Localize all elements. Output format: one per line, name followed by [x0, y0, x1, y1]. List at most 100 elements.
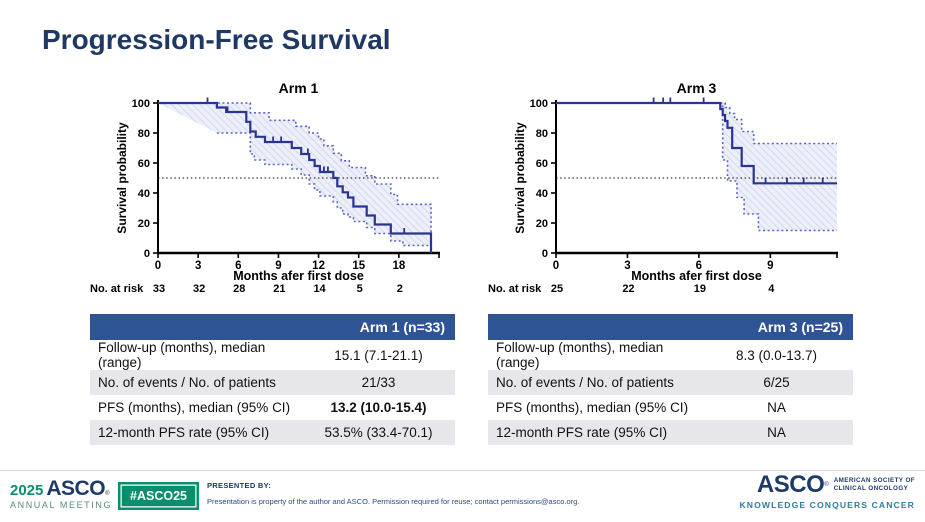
svg-text:0: 0: [553, 260, 559, 272]
arm3-header-cell: Arm 3 (n=25): [700, 314, 853, 340]
arm3-results-table: Arm 3 (n=25) Follow-up (months), median …: [488, 314, 853, 445]
chart-title: Arm 1: [279, 80, 319, 96]
row-value: 6/25: [700, 370, 853, 395]
asco-society-line1: AMERICAN SOCIETY OF: [833, 476, 915, 484]
svg-text:80: 80: [138, 128, 150, 140]
footer-divider: [0, 470, 925, 471]
row-label: 12-month PFS rate (95% CI): [488, 420, 700, 445]
row-value: NA: [767, 400, 786, 415]
asco-logo-text: ASCO: [756, 471, 825, 498]
svg-text:100: 100: [530, 98, 548, 110]
at-risk-count: 4: [768, 283, 775, 295]
ci-lower-line: [720, 102, 837, 232]
svg-text:100: 100: [132, 98, 150, 110]
ci-band: [720, 103, 837, 231]
at-risk-count: 28: [233, 283, 245, 295]
meeting-year: 2025: [10, 482, 44, 499]
km-chart-svg: 0 20 40 60 80 100 0 25 3 22 6 19 9 4 Arm 3 Months afer …: [488, 80, 838, 295]
svg-text:60: 60: [536, 158, 548, 170]
table-header-row: Arm 1 (n=33): [90, 314, 455, 340]
asco-tagline: KNOWLEDGE CONQUERS CANCER: [739, 500, 915, 510]
svg-text:20: 20: [536, 218, 548, 230]
at-risk-count: 14: [313, 283, 326, 295]
at-risk-count: 2: [397, 283, 403, 295]
y-axis-label: Survival probability: [513, 122, 527, 234]
row-value: 15.1 (7.1-21.1): [334, 347, 423, 363]
meeting-org: ASCO: [46, 477, 106, 500]
ci-upper-line: [158, 102, 432, 246]
at-risk-count: 25: [551, 283, 563, 295]
svg-text:20: 20: [138, 218, 150, 230]
survival-curve: [158, 101, 433, 253]
table-header-row: Arm 3 (n=25): [488, 314, 853, 340]
row-label: PFS (months), median (95% CI): [98, 400, 291, 415]
table-row: No. of events / No. of patients 21/33: [90, 370, 455, 395]
at-risk-count: 21: [273, 283, 285, 295]
row-label: Follow-up (months), median (range): [98, 340, 266, 370]
svg-text:40: 40: [536, 188, 548, 200]
table-row: PFS (months), median (95% CI) NA: [488, 395, 853, 420]
svg-text:12: 12: [312, 260, 325, 272]
row-value: 21/33: [302, 370, 455, 395]
y-axis-label: Survival probability: [115, 122, 129, 234]
svg-text:60: 60: [138, 158, 150, 170]
header-spacer-cell: [488, 314, 700, 340]
row-label: PFS (months), median (95% CI): [496, 400, 689, 415]
svg-text:15: 15: [352, 260, 365, 272]
arm1-header-cell: Arm 1 (n=33): [302, 314, 455, 340]
page-title: Progression-Free Survival: [42, 24, 391, 55]
presented-by-block: PRESENTED BY: Presentation is property o…: [207, 481, 579, 506]
row-value: 53.5% (33.4-70.1): [302, 420, 455, 445]
svg-text:6: 6: [696, 260, 702, 272]
table-row: 12-month PFS rate (95% CI) 53.5% (33.4-7…: [90, 420, 455, 445]
at-risk-label: No. at risk: [90, 283, 144, 295]
svg-text:0: 0: [144, 248, 150, 260]
table-row: Follow-up (months), median (range) 8.3 (…: [488, 340, 853, 370]
row-label: 12-month PFS rate (95% CI): [90, 420, 302, 445]
at-risk-count: 22: [622, 283, 634, 295]
row-value: 8.3 (0.0-13.7): [735, 347, 818, 363]
ci-band: [158, 103, 431, 246]
survival-curve: [556, 101, 837, 185]
row-label: No. of events / No. of patients: [488, 370, 700, 395]
registered-mark-icon: ®: [105, 491, 110, 497]
at-risk-count: 5: [357, 283, 363, 295]
svg-text:9: 9: [767, 260, 773, 272]
ci-lower-line: [216, 132, 431, 247]
arm1-results-table: Arm 1 (n=33) Follow-up (months), median …: [90, 314, 455, 445]
at-risk-count: 32: [193, 283, 205, 295]
row-label: Follow-up (months), median (range): [496, 340, 664, 370]
header-spacer-cell: [90, 314, 302, 340]
chart-title: Arm 3: [677, 80, 717, 96]
table-row: No. of events / No. of patients 6/25: [488, 370, 853, 395]
presented-by-label: PRESENTED BY:: [207, 481, 272, 490]
meeting-name: ANNUAL MEETING: [10, 500, 113, 510]
svg-text:0: 0: [542, 248, 548, 260]
at-risk-label: No. at risk: [488, 283, 542, 295]
asco-annual-meeting-logo: 2025 ASCO ® ANNUAL MEETING: [10, 478, 112, 510]
svg-text:3: 3: [624, 260, 630, 272]
svg-text:40: 40: [138, 188, 150, 200]
hashtag-badge: #ASCO25: [118, 482, 199, 510]
row-value: 13.2 (10.0-15.4): [330, 400, 427, 415]
table-row: 12-month PFS rate (95% CI) NA: [488, 420, 853, 445]
svg-text:9: 9: [275, 260, 281, 272]
svg-text:18: 18: [392, 260, 405, 272]
at-risk-count: 19: [694, 283, 706, 295]
row-value: NA: [700, 420, 853, 445]
asco-society-line2: CLINICAL ONCOLOGY: [833, 485, 909, 492]
at-risk-count: 33: [153, 283, 165, 295]
row-label: No. of events / No. of patients: [90, 370, 302, 395]
disclaimer-text: Presentation is property of the author a…: [207, 497, 580, 506]
svg-text:80: 80: [536, 128, 548, 140]
table-row: PFS (months), median (95% CI) 13.2 (10.0…: [90, 395, 455, 420]
svg-text:0: 0: [155, 260, 161, 272]
svg-text:3: 3: [195, 260, 201, 272]
table-row: Follow-up (months), median (range) 15.1 …: [90, 340, 455, 370]
svg-text:6: 6: [235, 260, 241, 272]
x-axis-label: Months afer first dose: [233, 269, 364, 283]
registered-mark-icon: ®: [824, 482, 829, 488]
